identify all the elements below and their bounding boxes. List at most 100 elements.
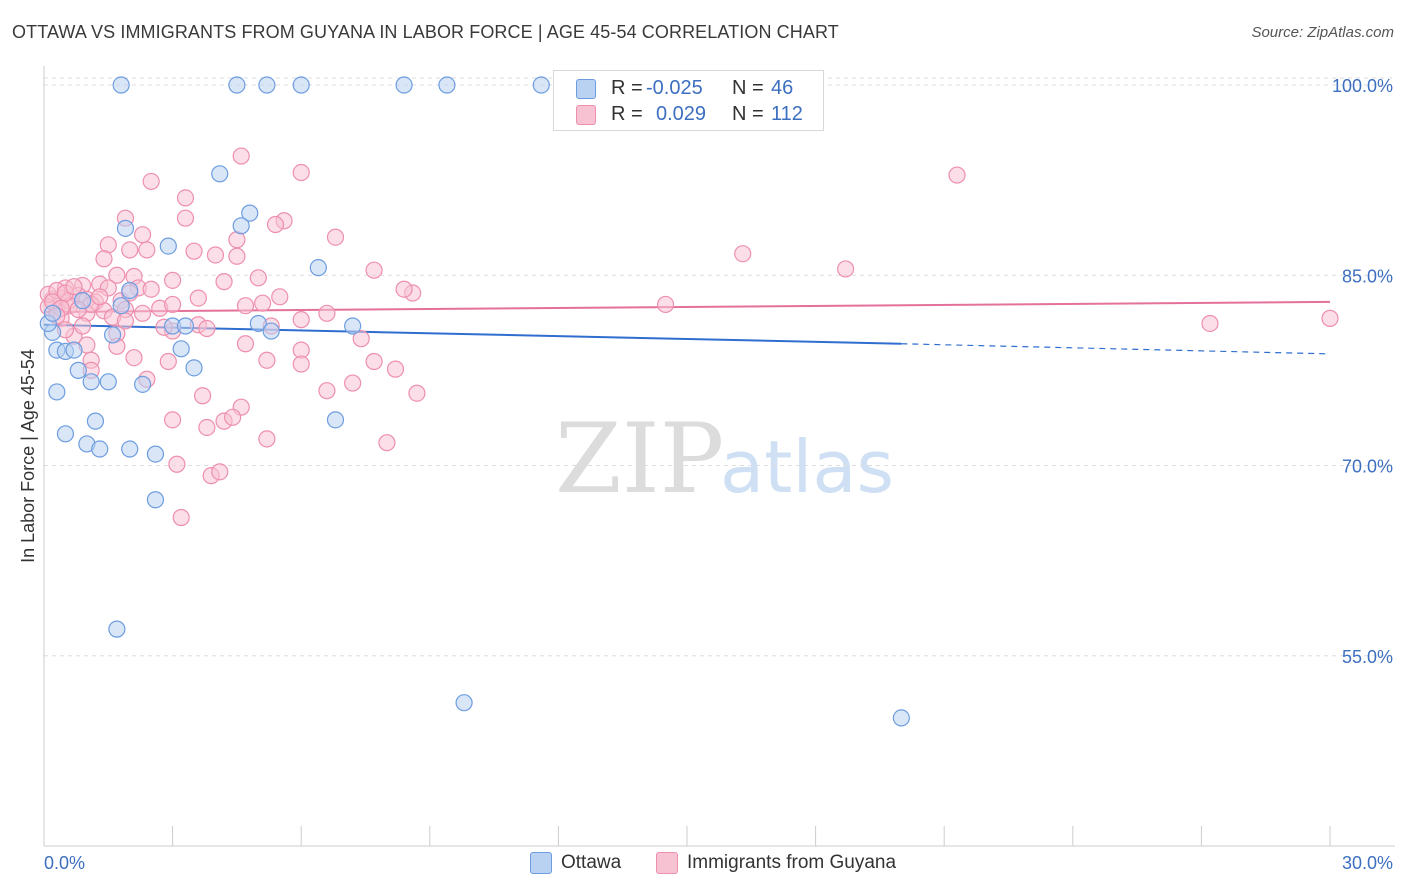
ottawa-point <box>108 620 126 638</box>
guyana-point <box>142 280 160 298</box>
legend-swatch-ottawa <box>576 79 596 99</box>
guyana-point <box>228 247 246 265</box>
ottawa-point <box>232 217 250 235</box>
ottawa-point <box>121 440 139 458</box>
guyana-point <box>95 250 113 268</box>
ottawa-point <box>65 341 83 359</box>
ottawa-point <box>185 359 203 377</box>
legend-swatch-ottawa <box>530 852 552 874</box>
ottawa-point <box>228 76 246 94</box>
watermark-atlas: atlas <box>720 425 894 509</box>
ottawa-point <box>86 412 105 430</box>
guyana-point <box>133 226 152 244</box>
legend-r-value: -0.025 <box>646 76 703 99</box>
ottawa-point <box>99 373 117 391</box>
ottawa-point <box>455 694 473 712</box>
guyana-point <box>258 430 276 448</box>
y-tick-label: 100.0% <box>1332 76 1393 96</box>
legend-r-label: R = <box>611 76 643 99</box>
guyana-point <box>73 317 92 335</box>
guyana-point <box>344 374 362 392</box>
data-points <box>39 76 1339 727</box>
y-tick-label: 55.0% <box>1342 647 1393 667</box>
legend-n-label: N = <box>732 76 764 99</box>
ottawa-point <box>258 76 276 94</box>
x-tick-label: 0.0% <box>44 853 85 873</box>
guyana-point <box>271 288 289 306</box>
ottawa-point <box>395 76 413 94</box>
guyana-point <box>215 273 233 291</box>
guyana-point <box>172 508 190 527</box>
legend-item-ottawa: Ottawa <box>530 852 621 874</box>
guyana-point <box>125 349 143 367</box>
ottawa-point <box>176 317 195 335</box>
ottawa-point <box>146 445 165 463</box>
ottawa-point <box>133 375 152 393</box>
guyana-point <box>211 463 229 481</box>
legend-r-label: R = <box>611 102 643 125</box>
guyana-point <box>176 189 195 207</box>
guyana-point <box>249 269 267 287</box>
guyana-point <box>395 280 413 298</box>
legend-row-guyana: R = 0.029 N = 112 <box>554 102 823 126</box>
guyana-point <box>176 209 195 227</box>
guyana-point <box>292 311 310 329</box>
legend-n-value: 112 <box>771 102 803 125</box>
guyana-point <box>198 418 216 437</box>
y-axis-title: In Labor Force | Age 45-54 <box>18 349 38 563</box>
guyana-point <box>326 228 345 246</box>
guyana-point <box>1321 309 1339 327</box>
x-tick-label: 30.0% <box>1342 853 1393 873</box>
guyana-point <box>65 278 83 296</box>
guyana-point <box>236 335 255 353</box>
guyana-point <box>194 387 212 405</box>
ottawa-point <box>892 709 910 727</box>
guyana-point <box>232 147 250 165</box>
guyana-point <box>164 271 182 289</box>
ottawa-point <box>56 425 75 443</box>
guyana-point <box>365 352 383 371</box>
legend-row-ottawa: R = -0.025 N = 46 <box>554 76 823 100</box>
guyana-point <box>948 166 966 184</box>
guyana-point <box>292 355 310 373</box>
guyana-point <box>185 242 203 260</box>
ottawa-point <box>249 314 267 333</box>
guyana-point <box>91 288 109 306</box>
guyana-point <box>266 215 285 234</box>
guyana-point <box>292 163 310 182</box>
axis-labels: 55.0% 70.0% 85.0% 100.0% 0.0% 30.0% In Labor F… <box>18 76 1393 873</box>
guyana-point <box>236 297 255 315</box>
ottawa-point <box>344 317 362 335</box>
trend-lines <box>43 300 1331 355</box>
ottawa-point <box>211 165 229 183</box>
ottawa-point <box>326 411 345 429</box>
legend-swatch-guyana <box>656 852 678 874</box>
ottawa-trend-extension <box>901 343 1331 355</box>
legend-n-value: 46 <box>771 76 794 99</box>
guyana-point <box>318 382 336 400</box>
legend-r-value: 0.029 <box>656 102 707 125</box>
guyana-point <box>352 330 370 348</box>
ottawa-point <box>103 326 122 344</box>
ottawa-point <box>438 76 456 94</box>
guyana-point <box>837 260 855 278</box>
guyana-point <box>189 289 207 307</box>
grid-lines <box>44 77 1395 657</box>
guyana-point <box>168 455 186 473</box>
y-tick-label: 70.0% <box>1342 457 1393 477</box>
guyana-point <box>318 304 336 322</box>
chart-title: OTTAWA VS IMMIGRANTS FROM GUYANA IN LABO… <box>12 22 839 42</box>
legend-swatch-guyana <box>576 105 596 125</box>
y-tick-label: 85.0% <box>1342 266 1393 286</box>
guyana-point <box>138 241 156 259</box>
guyana-point <box>206 246 225 264</box>
guyana-trend-line <box>43 300 1331 314</box>
guyana-point <box>386 360 405 378</box>
guyana-point <box>224 408 242 426</box>
legend-n-label: N = <box>732 102 764 125</box>
ottawa-point <box>309 259 327 277</box>
ottawa-point <box>112 297 130 315</box>
guyana-point <box>164 295 182 314</box>
legend-label-guyana: Immigrants from Guyana <box>687 852 897 873</box>
legend-label-ottawa: Ottawa <box>561 852 622 873</box>
